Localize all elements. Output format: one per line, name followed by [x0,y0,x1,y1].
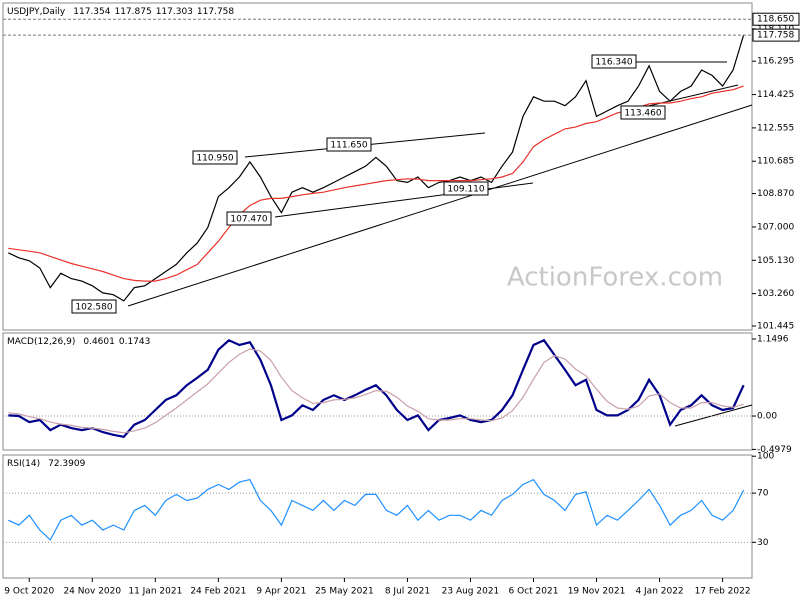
annotation-box [591,54,637,69]
series-line [8,348,744,434]
watermark: ActionForex.com [507,263,723,293]
annotation-label: 102.580 [75,303,112,313]
annotation-box [226,211,272,226]
y-tick-label: 116.295 [757,57,794,67]
series-line [8,478,745,541]
panel-header: MACD(12,26,9) 0.4601 0.1743 [7,337,150,347]
y-tick-label: 107.000 [757,222,794,232]
x-tick-label: 19 Nov 2021 [568,587,626,597]
y-tick-label: 112.555 [757,123,794,133]
y-tick-label: 30 [757,538,769,548]
price-marker [752,12,800,26]
panel-title: RSI(14) [7,459,40,469]
y-tick-label: 114.425 [757,90,794,100]
y-tick-label: -0.4979 [757,445,792,455]
annotation-box [443,181,489,196]
price-marker [752,28,800,42]
header-value: 0.4601 [83,337,115,347]
x-tick-label: 8 Jul 2021 [385,587,430,597]
price-marker-label: 118.650 [757,15,794,25]
x-tick-label: 9 Apr 2021 [256,587,306,597]
header-value: 117.758 [197,7,234,17]
y-tick-label: 103.260 [757,289,794,299]
y-tick-label: 110.685 [757,157,794,167]
annotation-box [192,150,238,165]
y-tick-label: 100 [757,452,774,462]
price-marker-label: 117.758 [757,31,794,41]
y-tick-label: 101.445 [757,321,794,331]
trendline [639,84,739,109]
panel-title: USDJPY,Daily [7,7,66,17]
annotation-label: 113.460 [624,109,661,119]
y-tick-label: 0.00 [757,412,777,422]
series-line [8,34,745,302]
rsi-panel [2,454,753,579]
x-tick-label: 11 Jan 2021 [128,587,182,597]
annotation-label: 109.110 [447,185,484,195]
x-tick-label: 24 Nov 2020 [63,587,121,597]
header-value: 117.875 [114,7,151,17]
annotation-box [71,299,117,314]
trendline [127,104,753,307]
annotation-label: 107.470 [230,215,267,225]
trendline [674,404,753,427]
annotation-label: 111.650 [330,141,367,151]
x-tick-label: 23 Aug 2021 [442,587,500,597]
panel-header: RSI(14) 72.3909 [7,459,86,469]
annotation-box [620,105,666,120]
x-tick-label: 17 Feb 2022 [695,587,751,597]
x-tick-label: 24 Feb 2021 [190,587,246,597]
annotation-box [326,137,372,152]
header-value: 117.303 [156,7,193,17]
price-panel [2,2,753,331]
annotation-label: 110.950 [196,154,233,164]
header-value: 0.1743 [119,337,151,347]
y-tick-label: 1.1496 [757,334,789,344]
panel-title: MACD(12,26,9) [7,337,75,347]
macd-panel [2,332,753,451]
series-line [8,338,745,438]
annotation-label: 116.340 [595,58,632,68]
x-tick-label: 4 Jan 2022 [635,587,683,597]
x-tick-label: 25 May 2021 [315,587,374,597]
y-tick-label: 70 [757,489,769,499]
trendline [274,182,534,218]
panel-header: USDJPY,Daily 117.354 117.875 117.303 117.758 [7,7,234,17]
y-tick-label: 105.130 [757,256,794,266]
x-tick-label: 9 Oct 2020 [4,587,54,597]
header-value: 72.3909 [48,459,85,469]
y-tick-label: 108.870 [757,189,794,199]
x-tick-label: 6 Oct 2021 [509,587,559,597]
header-value: 117.354 [73,7,110,17]
